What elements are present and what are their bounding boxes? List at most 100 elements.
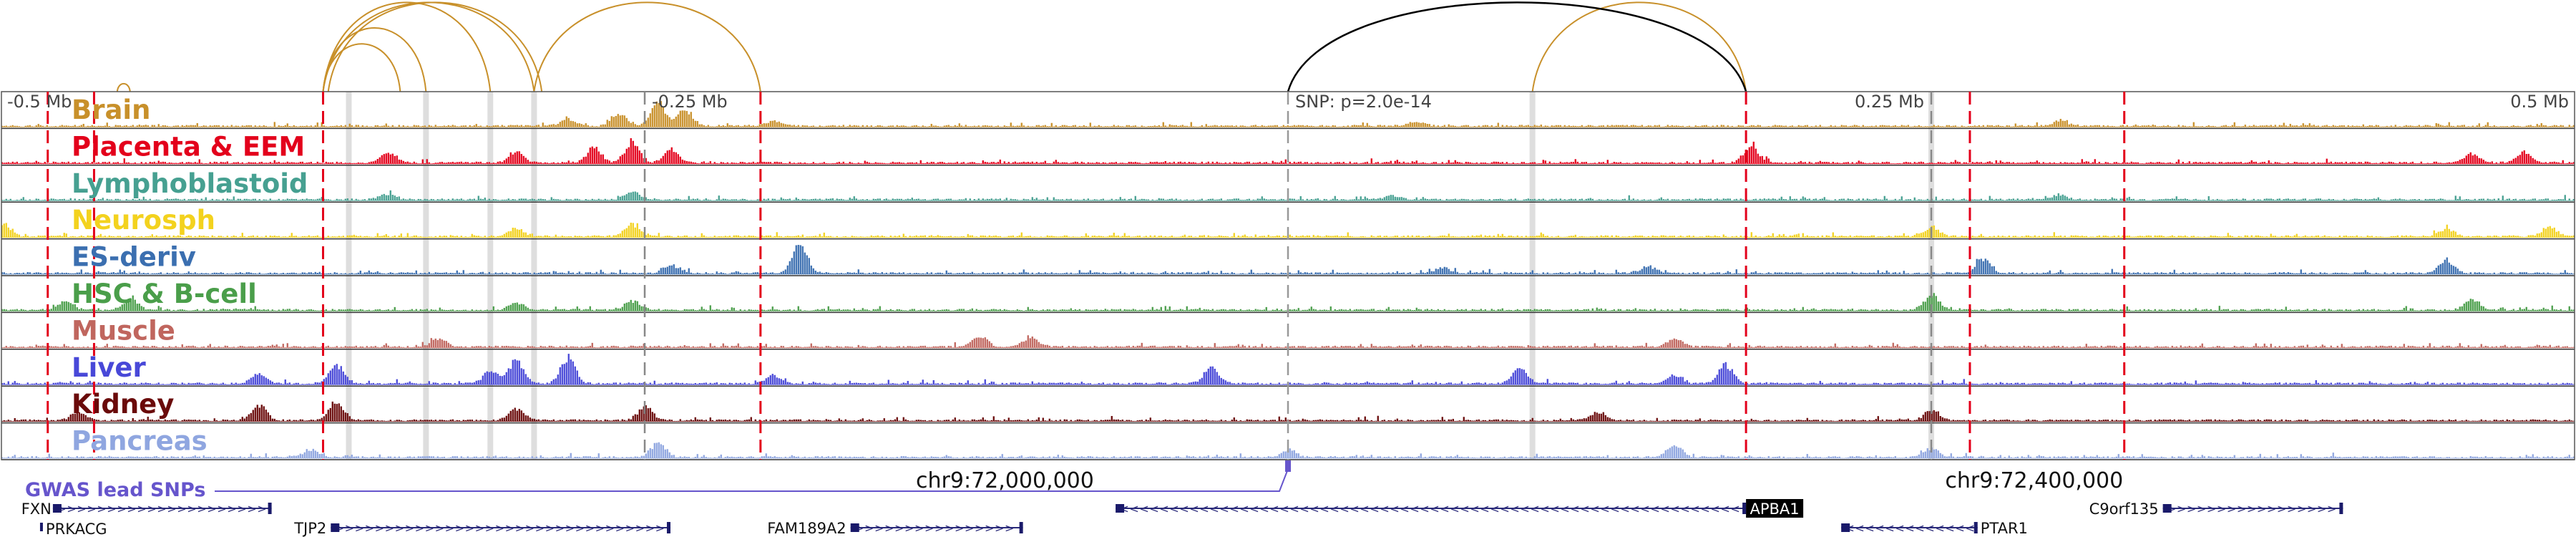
strand-arrow: < — [1209, 502, 1219, 516]
strand-arrow: > — [525, 521, 535, 535]
strand-arrow: > — [1005, 521, 1014, 535]
track-signal-7 — [1, 354, 2575, 385]
track-signal-0 — [1, 101, 2575, 127]
strand-arrow: < — [1600, 502, 1609, 516]
gene-label: FXN — [21, 500, 52, 518]
strand-arrow: > — [924, 521, 934, 535]
strand-arrow: < — [1330, 502, 1339, 516]
strand-arrow: > — [425, 521, 434, 535]
gene-track: >>>>>>>>>>>>>>>>>>>>>FXNPRKACG>>>>>>>>>>… — [21, 499, 2343, 537]
track-label: Pancreas — [72, 426, 208, 457]
track-signal-5 — [1, 293, 2575, 311]
interaction-arc — [1531, 1, 1747, 92]
strand-arrow: < — [1670, 502, 1679, 516]
strand-arrow: > — [405, 521, 414, 535]
strand-arrow: < — [1159, 502, 1169, 516]
strand-arrow: > — [914, 521, 924, 535]
track-label: HSC & B-cell — [72, 279, 257, 309]
strand-arrow: < — [1650, 502, 1659, 516]
strand-arrow: < — [1199, 502, 1209, 516]
strand-arrow: < — [1189, 502, 1199, 516]
strand-arrow: < — [1540, 502, 1549, 516]
strand-arrow: < — [1895, 521, 1904, 535]
gwas-track: GWAS lead SNPs — [25, 460, 1291, 501]
strand-arrow: > — [2317, 502, 2326, 516]
strand-arrow: < — [1390, 502, 1399, 516]
strand-arrow: > — [167, 502, 176, 516]
strand-arrow: < — [1129, 502, 1138, 516]
strand-arrow: < — [1430, 502, 1439, 516]
strand-arrow: < — [1610, 502, 1619, 516]
strand-arrow: > — [904, 521, 914, 535]
strand-arrow: < — [1440, 502, 1449, 516]
track-signal-4 — [1, 245, 2575, 275]
strand-arrow: > — [945, 521, 954, 535]
track-label: Muscle — [72, 315, 175, 346]
strand-arrow: < — [1149, 502, 1158, 516]
tick-label: -0.5 Mb — [7, 92, 72, 112]
gene-exon — [1019, 522, 1023, 533]
gene-exon — [1841, 523, 1850, 532]
strand-arrow: < — [1380, 502, 1389, 516]
gene-exon — [2339, 503, 2343, 514]
strand-arrow: < — [1400, 502, 1409, 516]
coordinate-label: chr9:72,400,000 — [1945, 468, 2123, 493]
gene-exon — [1742, 503, 1747, 514]
strand-arrow: > — [127, 502, 136, 516]
strand-arrow: > — [585, 521, 595, 535]
strand-arrow: > — [935, 521, 944, 535]
strand-arrow: < — [1179, 502, 1189, 516]
strand-arrow: > — [415, 521, 424, 535]
strand-arrow: < — [1269, 502, 1279, 516]
strand-arrow: > — [575, 521, 585, 535]
gene-exon — [1116, 504, 1125, 513]
strand-arrow: > — [87, 502, 96, 516]
strand-arrow: > — [77, 502, 86, 516]
strand-arrow: < — [1480, 502, 1489, 516]
strand-arrow: > — [2187, 502, 2196, 516]
strand-arrow: < — [1710, 502, 1719, 516]
strand-arrow: > — [117, 502, 126, 516]
strand-arrow: < — [1905, 521, 1914, 535]
strand-arrow: < — [1730, 502, 1740, 516]
strand-arrow: > — [2177, 502, 2186, 516]
strand-arrow: > — [2277, 502, 2286, 516]
strand-arrow: > — [2287, 502, 2296, 516]
strand-arrow: > — [485, 521, 494, 535]
strand-arrow: < — [1875, 521, 1884, 535]
axis-labels: -0.5 Mb -0.25 Mb 0.25 Mb 0.5 Mb SNP: p=2.0e-… — [7, 92, 2569, 493]
strand-arrow: < — [1945, 521, 1954, 535]
strand-arrow: > — [237, 502, 246, 516]
strand-arrow: > — [864, 521, 874, 535]
strand-arrow: < — [1885, 521, 1894, 535]
strand-arrow: < — [1690, 502, 1699, 516]
strand-arrow: > — [985, 521, 994, 535]
strand-arrow: < — [1490, 502, 1499, 516]
strand-arrow: > — [207, 502, 216, 516]
strand-arrow: > — [595, 521, 605, 535]
strand-arrow: > — [227, 502, 236, 516]
track-label: Neurosph — [72, 205, 215, 236]
gene-exon — [331, 523, 340, 532]
strand-arrow: < — [1660, 502, 1669, 516]
strand-arrow: < — [1925, 521, 1934, 535]
gene-label: FAM189A2 — [767, 520, 846, 537]
strand-arrow: > — [385, 521, 394, 535]
strand-arrow: < — [1169, 502, 1179, 516]
strand-arrow: < — [1289, 502, 1299, 516]
strand-arrow: < — [1420, 502, 1429, 516]
strand-arrow: > — [495, 521, 504, 535]
strand-arrow: < — [1350, 502, 1359, 516]
interaction-arc — [116, 82, 131, 92]
gene-label: APBA1 — [1750, 500, 1800, 518]
gene-exon — [52, 504, 62, 513]
gene-exon — [2162, 504, 2172, 513]
strand-arrow: > — [555, 521, 565, 535]
strand-arrow: > — [635, 521, 645, 535]
interaction-arc — [322, 1, 535, 92]
strand-arrow: > — [615, 521, 625, 535]
strand-arrow: > — [955, 521, 964, 535]
strand-arrow: > — [2247, 502, 2256, 516]
strand-arrow: > — [107, 502, 116, 516]
